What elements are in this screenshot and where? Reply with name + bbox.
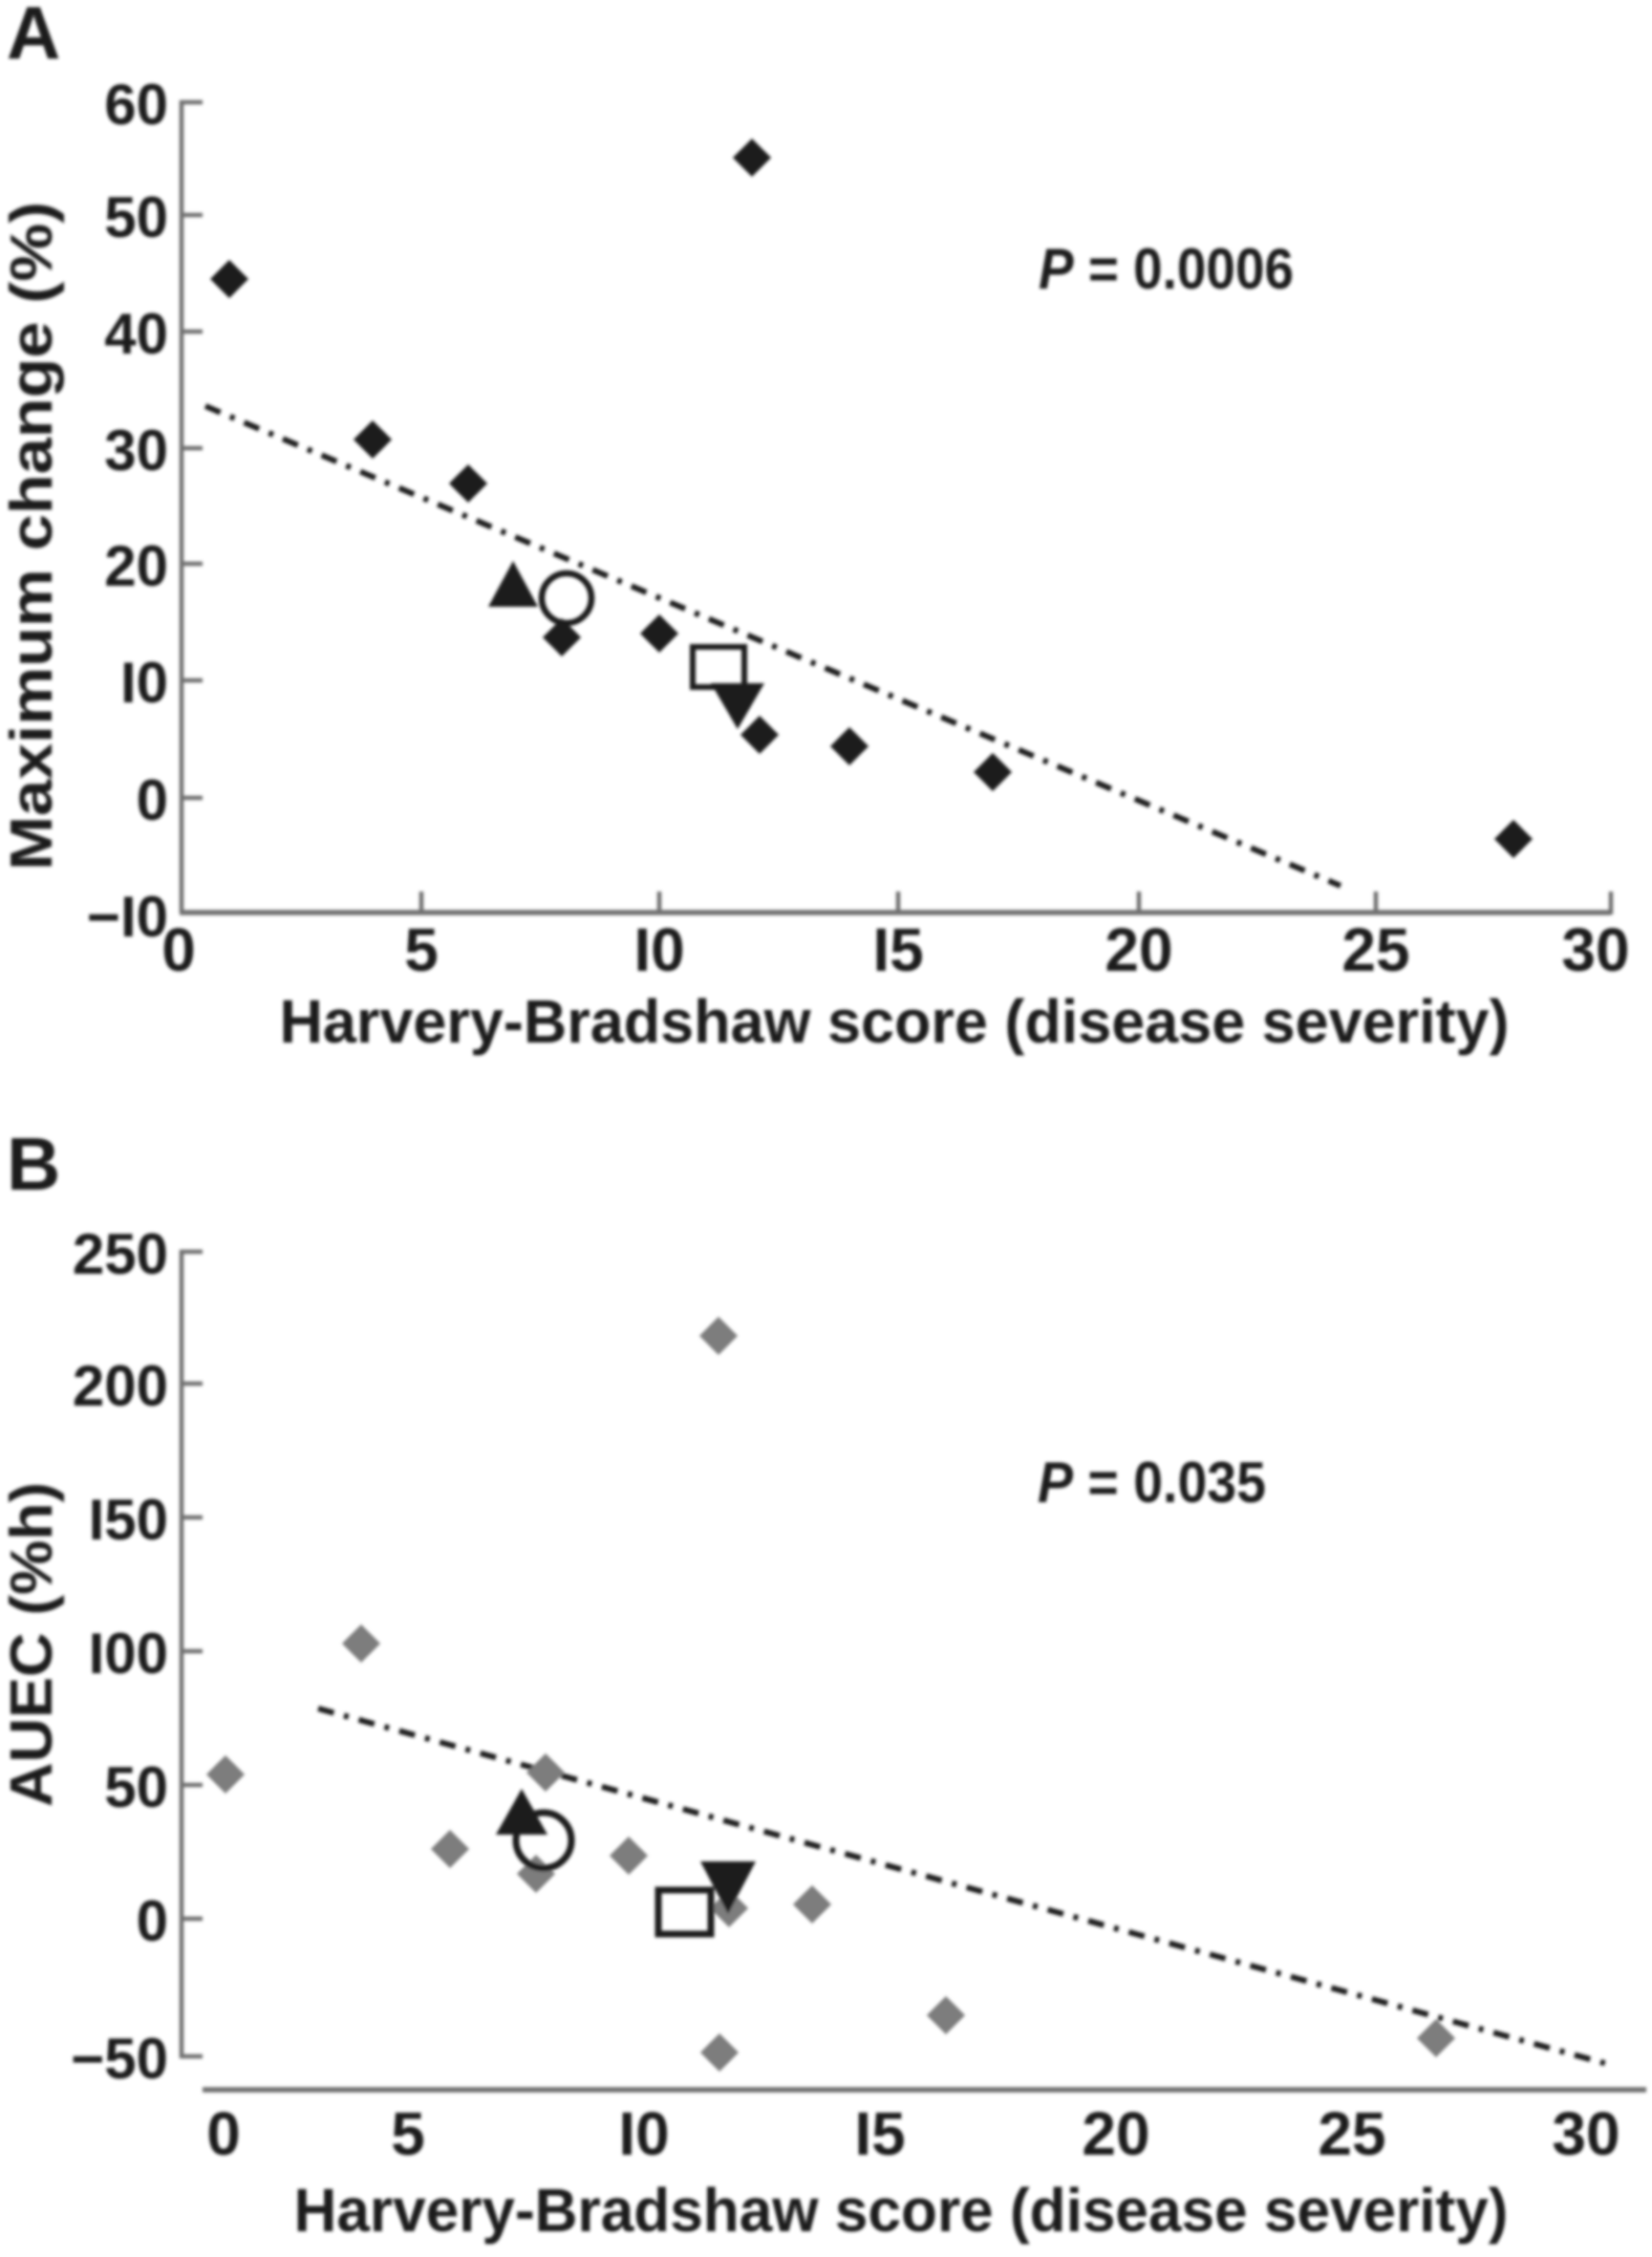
svg-text:5: 5 [404,915,439,984]
svg-text:−I0: −I0 [87,885,168,949]
svg-text:30: 30 [104,419,168,483]
svg-text:Harvery-Bradshaw score (diseas: Harvery-Bradshaw score (disease severity… [294,2176,1509,2245]
svg-text:30: 30 [1552,2099,1620,2168]
svg-text:I50: I50 [89,1488,168,1552]
svg-text:0: 0 [137,1889,168,1953]
svg-text:B: B [7,1122,60,1206]
svg-text:25: 25 [1341,915,1409,984]
svg-text:20: 20 [1105,915,1172,984]
svg-text:50: 50 [104,1755,168,1819]
svg-text:I5: I5 [854,2099,905,2168]
svg-text:0: 0 [137,768,168,832]
svg-text:Harvery-Bradshaw score (diseas: Harvery-Bradshaw score (disease severity… [280,987,1510,1056]
svg-text:A: A [7,0,60,75]
svg-text:50: 50 [104,185,168,249]
svg-text:60: 60 [104,73,168,137]
svg-text:20: 20 [104,534,168,598]
svg-text:I0: I0 [120,651,168,715]
svg-text:AUEC (%h): AUEC (%h) [0,1482,65,1807]
svg-text:25: 25 [1318,2099,1385,2168]
svg-text:I00: I00 [89,1622,168,1686]
svg-text:40: 40 [104,302,168,366]
svg-text:I0: I0 [633,915,684,984]
svg-text:5: 5 [391,2099,425,2168]
svg-text:200: 200 [73,1354,168,1418]
svg-text:I5: I5 [872,915,923,984]
svg-text:0: 0 [206,2099,241,2168]
svg-text:−50: −50 [71,2027,168,2091]
svg-text:20: 20 [1082,2099,1149,2168]
svg-text:30: 30 [1561,915,1629,984]
svg-text:Maximum change (%): Maximum change (%) [0,202,65,871]
svg-text:0: 0 [161,915,196,984]
svg-text:P = 0.035: P = 0.035 [1038,1451,1266,1515]
svg-text:250: 250 [73,1222,168,1286]
svg-text:P = 0.0006: P = 0.0006 [1039,237,1294,301]
svg-text:I0: I0 [618,2099,669,2168]
